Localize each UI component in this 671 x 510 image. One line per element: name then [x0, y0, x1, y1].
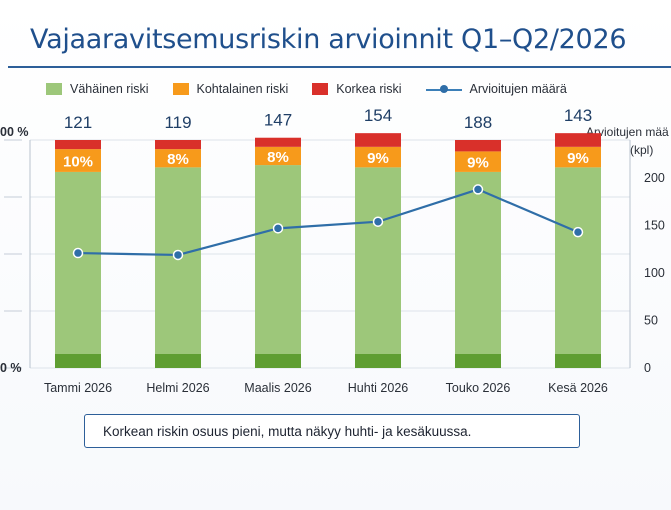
bar-segment-low: [455, 171, 501, 368]
legend-swatch-high: [312, 83, 329, 95]
x-tick-label: Huhti 2026: [348, 381, 409, 395]
legend-swatch-low: [46, 83, 62, 95]
right-axis-title: Arvioitujen mää: [586, 125, 669, 139]
bar-segment-low: [255, 165, 301, 368]
bar-segment-high: [355, 133, 401, 147]
chart-legend: Vähäinen riski Kohtalainen riski Korkea …: [46, 82, 591, 96]
bar-base-strip: [555, 354, 601, 368]
x-tick-label: Helmi 2026: [146, 381, 209, 395]
count-value-label: 121: [64, 113, 92, 132]
right-tick-label: 0: [644, 361, 651, 375]
bar-base-strip: [355, 354, 401, 368]
x-tick-label: Touko 2026: [446, 381, 511, 395]
bar-segment-medium: [55, 149, 101, 172]
count-line: [77, 188, 579, 257]
x-tick-label: Maalis 2026: [244, 381, 311, 395]
legend-label-medium: Kohtalainen riski: [196, 82, 289, 96]
left-tick-label: 0 %: [0, 361, 22, 375]
count-point: [72, 247, 84, 259]
legend-label-count: Arvioitujen määrä: [469, 82, 567, 96]
legend-swatch-medium: [172, 83, 189, 95]
count-value-label: 154: [364, 106, 392, 125]
legend-line-marker: [425, 83, 462, 95]
right-tick-label: 50: [644, 314, 658, 328]
bar-label-medium: 9%: [567, 150, 589, 167]
legend-label-low: Vähäinen riski: [70, 82, 149, 96]
bar-label-medium: 8%: [167, 151, 189, 168]
bar-base-strip: [455, 354, 501, 368]
count-value-label: 147: [264, 111, 292, 130]
annotation-note: Korkean riskin osuus pieni, mutta näkyy …: [84, 414, 580, 448]
legend-item-low: Vähäinen riski: [46, 82, 149, 96]
bar-segment-medium: [555, 146, 601, 168]
bar-label-medium: 9%: [367, 150, 389, 167]
x-tick-label: Tammi 2026: [44, 381, 112, 395]
bar-segment-low: [555, 167, 601, 368]
count-value-label: 119: [164, 113, 191, 132]
bar-base-strip: [55, 354, 101, 368]
right-tick-label: 200: [644, 171, 665, 185]
x-tick-label: Kesä 2026: [548, 381, 608, 395]
bar-segment-low: [355, 167, 401, 368]
right-tick-label: 100: [644, 266, 665, 280]
bar-segment-low: [55, 171, 101, 368]
bar-label-medium: 10%: [63, 154, 93, 171]
bar-segment-low: [155, 167, 201, 368]
bar-segment-high: [55, 140, 101, 150]
bar-segment-high: [455, 140, 501, 152]
chart-title: Vajaaravitsemusriskin arvioinnit Q1–Q2/2…: [30, 24, 627, 55]
bar-base-strip: [155, 354, 201, 368]
title-underline: [8, 66, 671, 68]
bar-segment-medium: [255, 146, 301, 166]
bar-base-strip: [255, 354, 301, 368]
left-tick-label: 00 %: [0, 125, 29, 139]
bar-label-medium: 9%: [467, 155, 489, 172]
bar-segment-medium: [155, 149, 201, 168]
bar-segment-medium: [455, 151, 501, 172]
bar-segment-medium: [355, 146, 401, 168]
count-point: [572, 226, 584, 238]
count-value-label: 188: [464, 113, 492, 132]
legend-item-high: Korkea riski: [312, 82, 402, 96]
legend-label-high: Korkea riski: [336, 82, 402, 96]
bar-segment-high: [555, 133, 601, 147]
count-point: [372, 216, 384, 227]
count-point: [472, 184, 484, 195]
count-point: [272, 223, 284, 234]
bar-label-medium: 8%: [267, 149, 289, 166]
count-point: [172, 249, 184, 261]
bar-segment-high: [255, 137, 301, 147]
bar-segment-high: [155, 140, 201, 150]
legend-item-count: Arvioitujen määrä: [425, 82, 567, 96]
right-tick-label: 150: [644, 219, 665, 233]
right-axis-unit: (kpl): [630, 143, 653, 157]
legend-item-medium: Kohtalainen riski: [172, 82, 289, 96]
count-value-label: 143: [564, 106, 592, 125]
